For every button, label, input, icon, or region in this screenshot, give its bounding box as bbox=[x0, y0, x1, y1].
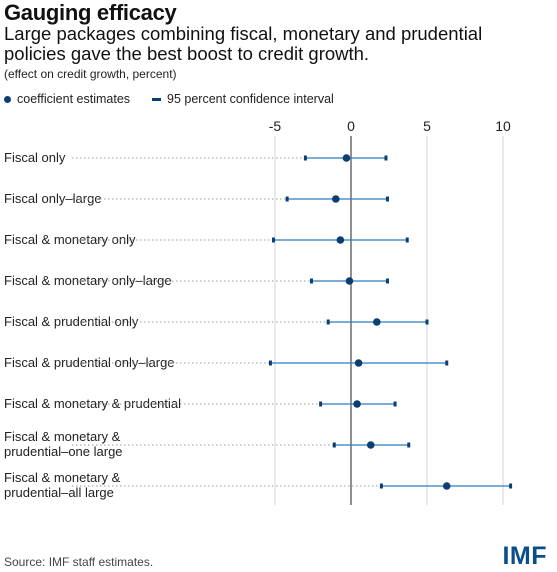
legend-item-estimates: coefficient estimates bbox=[4, 92, 130, 106]
source-note: Source: IMF staff estimates. bbox=[4, 555, 154, 569]
legend-dot-icon bbox=[4, 95, 11, 103]
category-label: prudential–all large bbox=[4, 485, 114, 500]
coefficient-point bbox=[345, 277, 354, 285]
coefficient-point bbox=[342, 154, 351, 162]
category-label: Fiscal & monetary only–large bbox=[4, 273, 172, 288]
imf-logo: IMF bbox=[502, 542, 547, 570]
legend-estimates-label: coefficient estimates bbox=[17, 92, 131, 106]
category-label: Fiscal & prudential only bbox=[4, 314, 139, 329]
x-tick-label: -5 bbox=[269, 118, 282, 134]
coefficient-point bbox=[442, 482, 451, 490]
legend: coefficient estimates 95 percent confide… bbox=[4, 92, 356, 106]
category-label: Fiscal only bbox=[4, 150, 66, 165]
chart-subtitle: Large packages combining fiscal, monetar… bbox=[4, 23, 483, 64]
legend-item-interval: 95 percent confidence interval bbox=[152, 92, 334, 106]
category-label: prudential–one large bbox=[4, 444, 123, 459]
x-tick-label: 10 bbox=[495, 118, 511, 134]
x-tick-label: 0 bbox=[347, 118, 355, 134]
x-tick-label: 5 bbox=[423, 118, 431, 134]
coefficient-point bbox=[332, 195, 340, 203]
coefficient-point bbox=[353, 400, 361, 408]
legend-bar-icon bbox=[152, 97, 162, 101]
category-label: Fiscal & monetary & bbox=[4, 470, 121, 485]
coefficient-point bbox=[354, 359, 363, 367]
category-label: Fiscal & monetary & bbox=[4, 429, 121, 444]
category-label: Fiscal only–large bbox=[4, 191, 102, 206]
coefficient-point bbox=[366, 441, 375, 449]
legend-interval-label: 95 percent confidence interval bbox=[167, 92, 334, 106]
coefficient-point bbox=[373, 318, 381, 326]
chart-title: Gauging efficacy bbox=[4, 0, 177, 25]
coefficient-point bbox=[336, 236, 345, 244]
category-label: Fiscal & monetary only bbox=[4, 232, 136, 247]
units-note: (effect on credit growth, percent) bbox=[4, 67, 177, 81]
